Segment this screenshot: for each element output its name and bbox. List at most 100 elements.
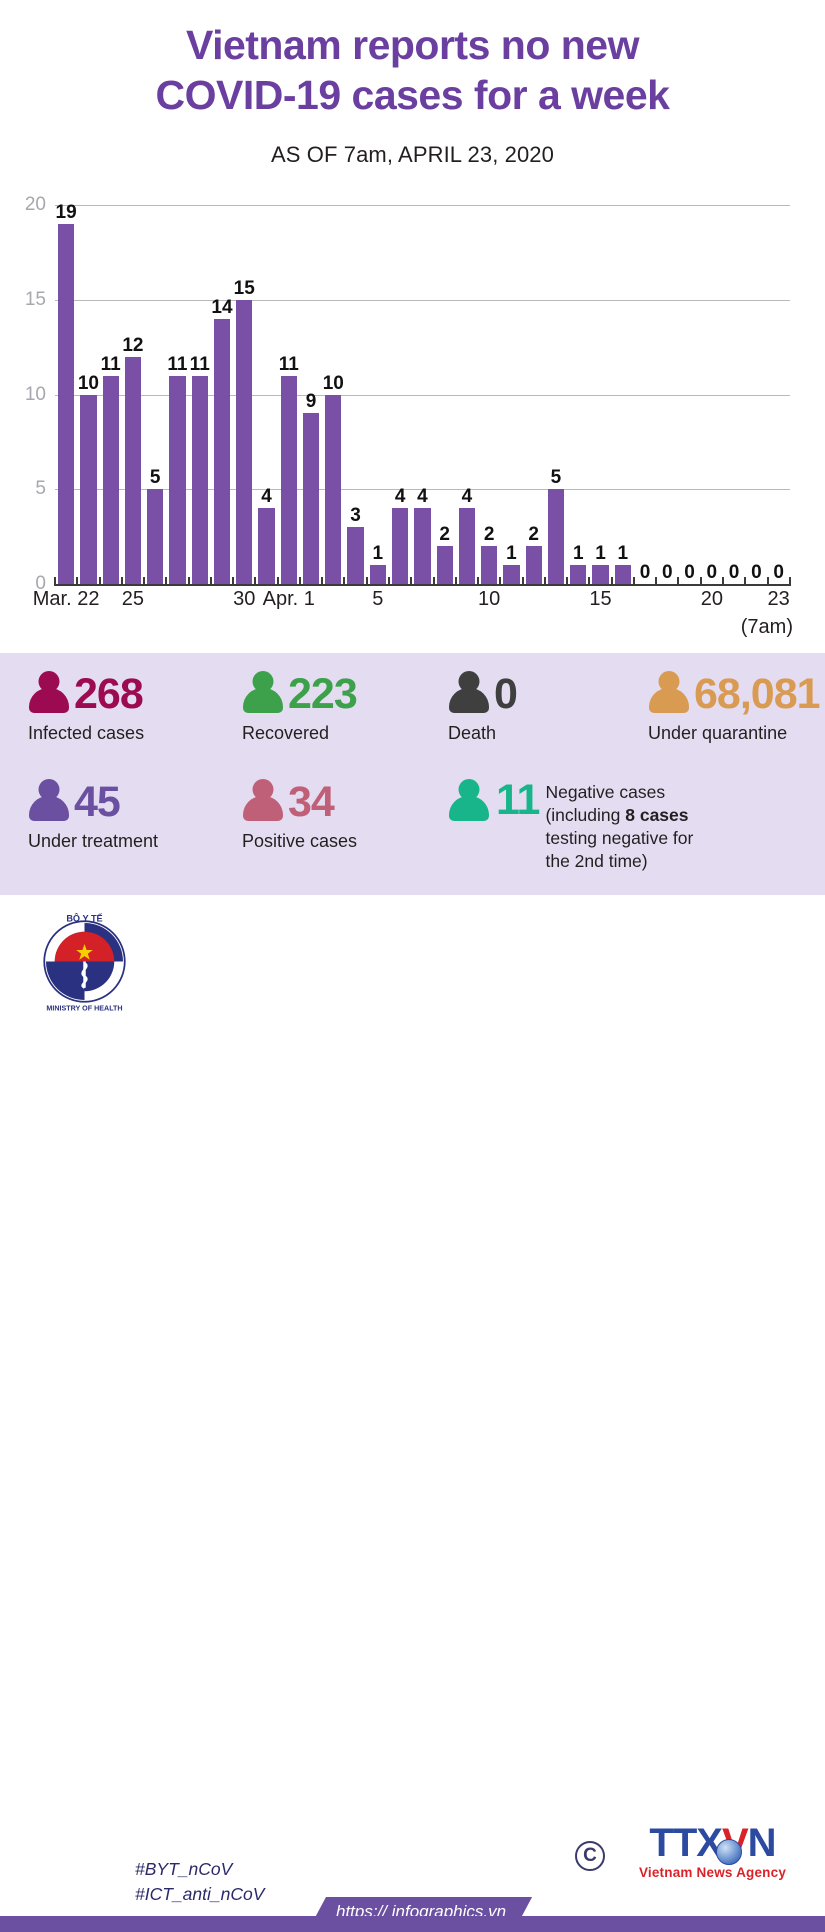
bar <box>147 489 164 585</box>
bar-value-label: 1 <box>595 543 606 565</box>
x-tick <box>632 577 656 587</box>
bar-slot: 4 <box>255 205 277 585</box>
stat-death: 0 Death <box>412 671 618 779</box>
x-label-cell <box>300 588 322 618</box>
x-label-cell <box>166 588 188 618</box>
stat-value-row: 68,081 <box>648 671 824 717</box>
chart-x-axis-note: (7am) <box>740 616 793 639</box>
bar-value-label: 4 <box>417 486 428 508</box>
x-tick <box>232 577 255 587</box>
bar-value-label: 10 <box>77 372 99 394</box>
stat-value-row: 45 <box>28 779 206 825</box>
x-tick <box>588 577 611 587</box>
x-tick <box>365 577 389 587</box>
x-label-cell: 5 <box>367 588 389 618</box>
hashtag-byt: #BYT_nCoV <box>135 1859 233 1879</box>
x-axis-label: 23 <box>767 588 790 611</box>
stat-label: Death <box>448 723 497 743</box>
x-label-cell <box>523 588 545 618</box>
summary-stats-panel: 268 Infected cases 223 Recovered 0 Death 68,08… <box>0 653 825 895</box>
stat-label: Infected cases <box>28 723 145 743</box>
stat-value: 45 <box>74 777 121 826</box>
ttxvn-logo: TTXVN Vietnam News Agency <box>620 1823 805 1880</box>
x-label-cell: Apr. 1 <box>263 588 315 618</box>
bar-slot: 12 <box>122 205 144 585</box>
x-tick <box>187 577 211 587</box>
ttxvn-wordmark: TTXVN <box>620 1821 805 1865</box>
x-label-cell <box>745 588 767 618</box>
chart-x-tickmarks <box>53 577 791 587</box>
bar-value-label: 1 <box>572 543 584 565</box>
bar-value-label: 11 <box>278 353 299 375</box>
x-tick <box>521 577 545 587</box>
bar-value-label: 11 <box>167 353 188 375</box>
x-tick <box>120 577 144 587</box>
bar-slot: 0 <box>678 205 700 584</box>
ttxvn-tt: TT <box>649 1821 697 1865</box>
person-icon <box>242 779 284 825</box>
stats-row-primary: 268 Infected cases 223 Recovered 0 Death 68,08… <box>0 671 825 779</box>
bar-value-label: 0 <box>728 562 740 584</box>
x-tick <box>410 577 433 587</box>
bar <box>280 375 297 585</box>
x-label-cell <box>322 588 344 618</box>
bar-value-label: 0 <box>639 562 651 584</box>
x-label-cell <box>656 588 678 618</box>
x-label-cell: 30 <box>233 588 255 618</box>
x-label-cell <box>211 588 233 618</box>
globe-icon <box>716 1839 742 1865</box>
stat-value: 223 <box>288 669 358 718</box>
chart-plot-area: 19 10 11 12 5 11 11 14 15 4 11 9 10 3 1 4 4 2 4 2 1 2 5 1 1 1 0 0 0 0… <box>55 203 790 585</box>
stat-label: Positive cases <box>242 831 358 851</box>
bar-slot: 1 <box>589 205 611 585</box>
stat-value-row: 34 <box>242 779 412 825</box>
x-label-cell <box>678 588 700 618</box>
x-tick <box>454 577 478 587</box>
x-label-cell: 15 <box>589 588 611 618</box>
bar-value-label: 12 <box>122 334 144 356</box>
chart-x-axis-labels: Mar. 22 25 30 Apr. 1 5 10 15 20 23 <box>33 588 790 618</box>
x-label-cell <box>144 588 166 618</box>
ttxvn-subtitle: Vietnam News Agency <box>638 1865 787 1880</box>
x-tick <box>766 577 790 587</box>
bar-value-label: 5 <box>149 467 161 489</box>
bar-slot: 2 <box>434 205 456 585</box>
x-label-cell <box>77 588 99 618</box>
stat-label: Recovered <box>242 723 330 743</box>
bar <box>236 299 253 585</box>
bar-value-label: 11 <box>100 353 121 375</box>
x-label-cell: 20 <box>701 588 723 618</box>
y-tick-label-15: 15 <box>24 288 46 310</box>
stats-row-secondary: 45 Under treatment 34 Positive cases 11 Negat… <box>0 779 825 889</box>
bar <box>258 508 275 585</box>
stat-value: 0 <box>494 669 518 718</box>
bar <box>570 565 587 585</box>
bar-value-label: 0 <box>684 562 695 584</box>
bar-value-label: 4 <box>394 486 406 508</box>
x-label-cell: Mar. 22 <box>33 588 100 618</box>
chart-bars: 19 10 11 12 5 11 11 14 15 4 11 9 10 3 1 4 4 2 4 2 1 2 5 1 1 1 0 0 0 0… <box>55 203 790 585</box>
page-subtitle: AS OF 7am, APRIL 23, 2020 <box>271 142 554 168</box>
y-tick-label-20: 20 <box>24 194 46 216</box>
x-label-cell: 25 <box>122 588 144 618</box>
bar-slot: 1 <box>567 205 589 585</box>
bar-value-label: 0 <box>773 562 784 584</box>
bar <box>481 546 498 585</box>
bar-slot: 19 <box>55 203 77 585</box>
page-footer: BỘ Y TẾ MINISTRY OF HEALTH #BYT_nCoV #IC… <box>0 895 825 1932</box>
x-axis-label: 10 <box>478 588 501 611</box>
x-axis-label: Apr. 1 <box>262 588 315 611</box>
x-label-cell <box>434 588 456 618</box>
x-tick <box>499 577 522 587</box>
bar <box>347 527 364 585</box>
x-tick <box>165 577 188 587</box>
x-tick <box>143 577 166 587</box>
bar <box>302 413 320 585</box>
moh-top-text: BỘ Y TẾ <box>66 912 102 923</box>
bar <box>614 565 631 585</box>
x-axis-label: 15 <box>589 588 612 611</box>
x-label-cell <box>344 588 366 618</box>
bar-value-label: 4 <box>261 486 272 508</box>
x-label-cell: 23 <box>768 588 790 618</box>
bar-value-label: 1 <box>617 543 629 565</box>
